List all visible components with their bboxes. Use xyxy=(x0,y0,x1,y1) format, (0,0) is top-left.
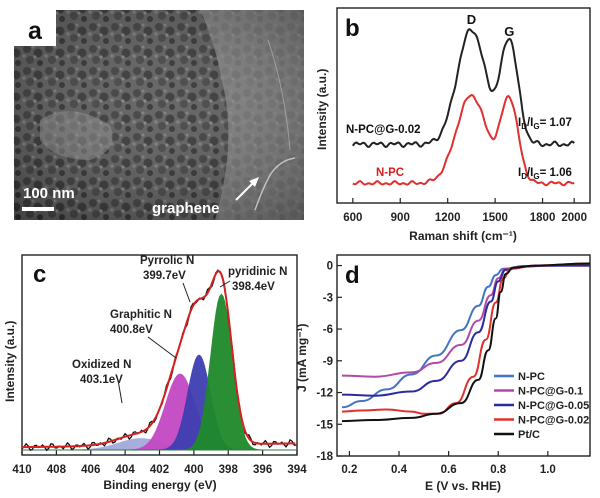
lsv-y-tick-label: 0 xyxy=(327,261,333,273)
panel-a: a 100 nm graphene xyxy=(14,10,304,220)
pyridinic-n-label: pyridinic N xyxy=(228,266,287,278)
panel-d: d J (mA mg⁻¹) E (V vs. RHE) 0.2 0.4 0.6 0.8… xyxy=(295,254,591,493)
lsv-ylabel: J (mA mg⁻¹) xyxy=(295,323,309,392)
lsv-x-tick-label: 1.0 xyxy=(540,464,556,476)
raman-xlabel: Raman shift (cm⁻¹) xyxy=(409,229,517,243)
graphitic-n-leader xyxy=(147,336,177,359)
graphene-arrowhead xyxy=(249,177,259,187)
raman-x-tick-label: 600 xyxy=(343,212,362,224)
lsv-y-tick-label: -9 xyxy=(323,356,333,368)
raman-series-label-npc: N-PC xyxy=(376,167,404,179)
lsv-y-tick-label: -3 xyxy=(323,292,333,304)
ratio-npcg-sub-g: G xyxy=(533,122,539,131)
ratio-npcg-slash: /I xyxy=(527,117,533,129)
raman-peak-label-g: G xyxy=(504,24,514,39)
raman-x-tick-label: 1200 xyxy=(435,212,461,224)
ratio-npcg-value: = 1.07 xyxy=(540,117,572,129)
pyrrolic-n-label: Pyrrolic N xyxy=(140,255,194,267)
lsv-y-tick-label: -6 xyxy=(323,324,333,336)
lsv-legend-label: N-PC xyxy=(518,371,545,383)
ratio-npcg-i: I xyxy=(518,117,521,129)
pyridinic-n-leader xyxy=(219,280,231,288)
lsv-x-tick-label: 0.8 xyxy=(490,464,507,476)
lsv-line-n-pc-g-0-1 xyxy=(341,264,590,378)
raman-x-tick-label: 1500 xyxy=(482,212,508,224)
ratio-npc-value: = 1.06 xyxy=(540,167,572,179)
xps-component-pyridinic-n xyxy=(22,293,297,451)
raman-peak-label-d: D xyxy=(467,12,476,27)
raman-series-label-npcg: N-PC@G-0.02 xyxy=(346,124,420,136)
graphene-label: graphene xyxy=(152,200,220,217)
panel-d-label: d xyxy=(345,262,360,289)
lsv-x-tick-label: 0.6 xyxy=(441,464,457,476)
oxidized-n-energy: 403.1eV xyxy=(80,374,123,386)
pyrrolic-n-leader xyxy=(182,282,191,303)
graphitic-n-energy: 400.8eV xyxy=(110,324,153,336)
ratio-npc-i: I xyxy=(518,167,521,179)
panel-a-label-box xyxy=(14,10,56,46)
pyrrolic-n-energy: 399.7eV xyxy=(143,270,186,282)
xps-xlabel: Binding energy (eV) xyxy=(103,478,216,492)
lsv-xlabel: E (V vs. RHE) xyxy=(425,479,501,493)
xps-x-tick-label: 402 xyxy=(150,464,169,476)
raman-ratio-npc: ID/IG= 1.06 xyxy=(518,167,572,181)
oxidized-n-label: Oxidized N xyxy=(72,359,131,371)
panel-b-label: b xyxy=(345,15,360,42)
xps-x-tick-label: 396 xyxy=(253,464,272,476)
lsv-legend-label: Pt/C xyxy=(518,429,540,441)
xps-x-tick-label: 404 xyxy=(116,464,136,476)
xps-x-tick-label: 406 xyxy=(81,464,100,476)
lsv-legend-label: N-PC@G-0.05 xyxy=(518,400,589,412)
lsv-line-pt-c xyxy=(341,262,591,423)
graphene-fold xyxy=(254,157,296,211)
graphene-fold-2 xyxy=(267,39,291,151)
lsv-x-tick-label: 0.2 xyxy=(341,464,357,476)
xps-component-graphitic-n xyxy=(22,373,297,451)
raman-line-npcg xyxy=(351,28,575,149)
xps-plot-area xyxy=(21,269,297,452)
lsv-legend-label: N-PC@G-0.02 xyxy=(518,415,589,427)
oxidized-n-leader xyxy=(117,379,123,404)
lsv-y-tick-label: -12 xyxy=(316,388,333,400)
raman-x-tick-label: 1800 xyxy=(530,212,556,224)
panel-b: b Intensity (a.u.) Raman shift (cm⁻¹) 60… xyxy=(315,7,591,243)
ratio-npc-sub-g: G xyxy=(533,172,539,181)
xps-x-tick-label: 400 xyxy=(184,464,203,476)
raman-ratio-npcg: ID/IG= 1.07 xyxy=(518,117,572,131)
lsv-ticks: 0.2 0.4 0.6 0.8 1.0 0 -3 -6 -9 -12 -15 -18 xyxy=(316,261,555,476)
ratio-npc-sub-d: D xyxy=(521,172,527,181)
raman-plot-area xyxy=(351,28,575,187)
lsv-plot-area xyxy=(341,262,591,423)
graphitic-n-label: Graphitic N xyxy=(110,309,172,321)
lsv-y-tick-label: -15 xyxy=(316,419,333,431)
pyridinic-n-energy: 398.4eV xyxy=(232,281,275,293)
xps-ylabel: Intensity (a.u.) xyxy=(3,321,17,402)
ratio-npc-slash: /I xyxy=(527,167,533,179)
panel-b-frame xyxy=(336,7,591,204)
scale-bar-label: 100 nm xyxy=(23,185,75,202)
panel-d-frame xyxy=(336,254,591,457)
raman-line-npc xyxy=(352,93,575,187)
xps-x-tick-label: 394 xyxy=(287,464,307,476)
panel-c-label: c xyxy=(33,261,46,288)
xps-x-tick-label: 398 xyxy=(219,464,239,476)
xps-x-tick-label: 408 xyxy=(47,464,67,476)
xps-envelope xyxy=(22,270,296,449)
raman-x-tick-label: 2000 xyxy=(561,212,587,224)
ratio-npcg-sub-d: D xyxy=(521,122,527,131)
xps-x-ticks: 410 408 406 404 402 400 398 396 394 xyxy=(12,450,307,476)
raman-ylabel: Intensity (a.u.) xyxy=(315,69,329,150)
xps-x-tick-label: 410 xyxy=(12,464,31,476)
lsv-x-tick-label: 0.4 xyxy=(391,464,408,476)
panel-a-label: a xyxy=(28,17,43,45)
lsv-y-tick-label: -18 xyxy=(316,451,333,463)
panel-c: c Intensity (a.u.) Binding energy (eV) 4… xyxy=(3,254,307,492)
raman-x-ticks: 600 900 1200 1500 1800 2000 xyxy=(343,198,587,224)
lsv-legend: N-PC N-PC@G-0.1 N-PC@G-0.05 N-PC@G-0.02 Pt/C xyxy=(494,371,589,441)
raman-x-tick-label: 900 xyxy=(391,212,410,224)
lsv-legend-label: N-PC@G-0.1 xyxy=(518,386,583,398)
